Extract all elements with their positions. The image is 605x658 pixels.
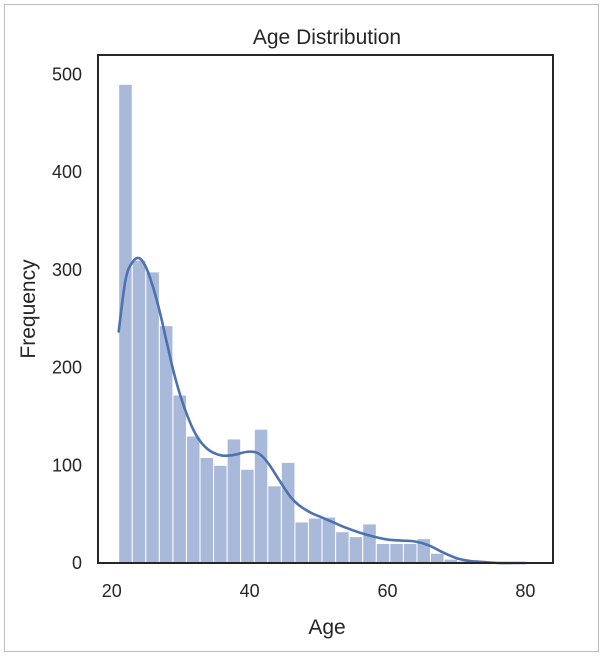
histogram-bar	[321, 516, 337, 564]
histogram-bar	[375, 542, 391, 564]
histogram-bar	[307, 517, 323, 564]
histogram-bar	[267, 485, 282, 564]
histogram-bar	[199, 456, 215, 564]
histogram-bar	[145, 271, 160, 564]
y-axis-ticks: 0 100 200 300 400 500	[52, 65, 82, 573]
histogram-bar	[389, 542, 404, 564]
histogram-bar	[294, 521, 309, 564]
histogram-bar	[226, 438, 242, 564]
x-tick-label: 60	[378, 581, 398, 601]
kde-curve	[117, 256, 527, 565]
y-tick-label: 0	[72, 553, 82, 573]
y-tick-label: 400	[52, 162, 82, 182]
x-axis-ticks: 20 40 60 80	[102, 581, 536, 601]
histogram-bar	[172, 394, 187, 564]
histogram-bar	[240, 468, 255, 564]
y-tick-label: 200	[52, 358, 82, 378]
y-tick-label: 500	[52, 65, 82, 85]
histogram-bar	[362, 523, 377, 564]
x-tick-label: 40	[240, 581, 260, 601]
histogram-bar	[131, 259, 147, 564]
histogram-bar	[429, 552, 445, 564]
histogram-bar	[402, 542, 418, 564]
x-axis-label: Age	[308, 616, 345, 639]
histogram-bar	[348, 536, 364, 564]
histogram-bar	[253, 428, 269, 564]
plot-area-border	[97, 54, 554, 564]
histogram-bar	[335, 531, 350, 564]
histogram-bar	[280, 461, 296, 564]
histogram-bars	[118, 83, 526, 564]
x-tick-label: 20	[102, 581, 122, 601]
y-tick-label: 100	[52, 455, 82, 475]
histogram-bar	[185, 435, 201, 564]
x-tick-label: 80	[515, 581, 535, 601]
y-tick-label: 300	[52, 260, 82, 280]
histogram-bar	[213, 464, 228, 564]
chart-title: Age Distribution	[253, 26, 401, 49]
y-axis-label: Frequency	[17, 259, 40, 359]
